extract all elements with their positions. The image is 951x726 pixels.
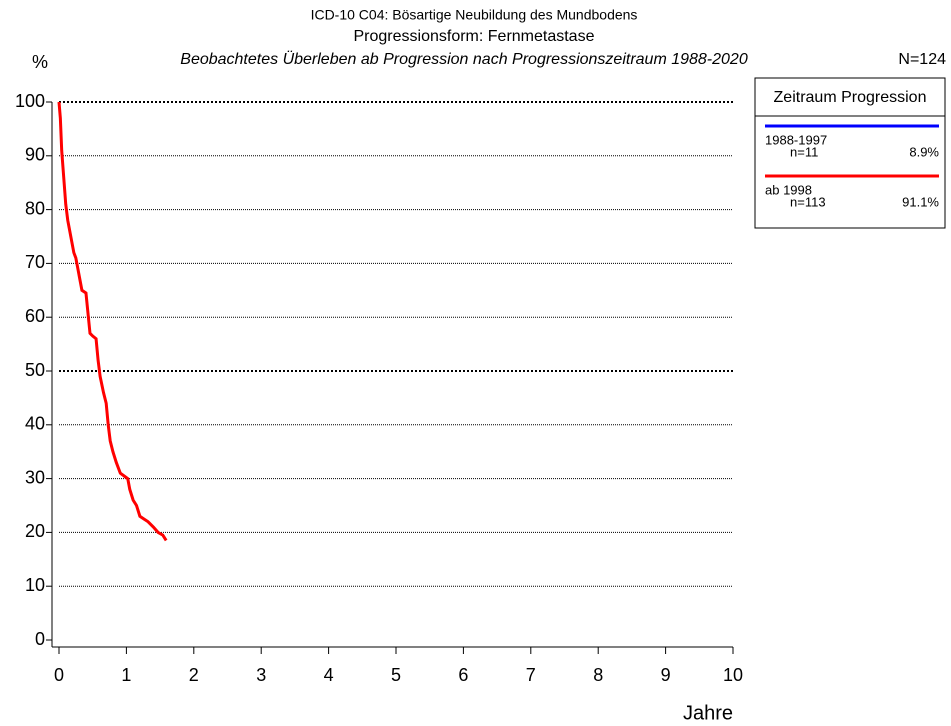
y-axis-label: % bbox=[32, 52, 48, 72]
x-tick-label: 7 bbox=[526, 665, 536, 685]
legend-share: 91.1% bbox=[902, 194, 939, 209]
x-tick-label: 6 bbox=[458, 665, 468, 685]
y-tick-label: 10 bbox=[25, 575, 45, 595]
x-tick-label: 5 bbox=[391, 665, 401, 685]
legend-label: ab 1998 bbox=[765, 182, 812, 197]
survival-line bbox=[57, 101, 168, 542]
x-tick-label: 1 bbox=[121, 665, 131, 685]
x-axis-label: Jahre bbox=[683, 702, 733, 724]
legend-count: n=113 bbox=[790, 194, 826, 209]
legend-label: 1988-1997 bbox=[765, 132, 827, 147]
x-tick-label: 10 bbox=[723, 665, 743, 685]
x-tick-label: 4 bbox=[324, 665, 334, 685]
y-tick-label: 30 bbox=[25, 467, 45, 487]
y-tick-label: 90 bbox=[25, 145, 45, 165]
chart-title: ICD-10 C04: Bösartige Neubildung des Mun… bbox=[311, 7, 638, 23]
y-tick-label: 50 bbox=[25, 360, 45, 380]
legend-box bbox=[754, 77, 946, 229]
y-tick-label: 100 bbox=[15, 91, 45, 111]
y-tick-label: 80 bbox=[25, 198, 45, 218]
legend-count: n=11 bbox=[790, 144, 818, 159]
legend-title: Zeitraum Progression bbox=[774, 89, 927, 106]
total-count: N=124 bbox=[898, 51, 946, 68]
x-tick-label: 2 bbox=[189, 665, 199, 685]
chart-subtitle: Progressionsform: Fernmetastase bbox=[354, 28, 595, 45]
x-tick-label: 0 bbox=[54, 665, 64, 685]
y-tick-label: 60 bbox=[25, 306, 45, 326]
legend-share: 8.9% bbox=[909, 144, 939, 159]
y-tick-label: 0 bbox=[35, 629, 45, 649]
y-tick-label: 40 bbox=[25, 414, 45, 434]
chart-caption: Beobachtetes Überleben ab Progression na… bbox=[180, 50, 748, 68]
y-tick-label: 70 bbox=[25, 252, 45, 272]
x-tick-label: 3 bbox=[256, 665, 266, 685]
x-tick-label: 8 bbox=[593, 665, 603, 685]
x-tick-label: 9 bbox=[661, 665, 671, 685]
y-tick-label: 20 bbox=[25, 521, 45, 541]
